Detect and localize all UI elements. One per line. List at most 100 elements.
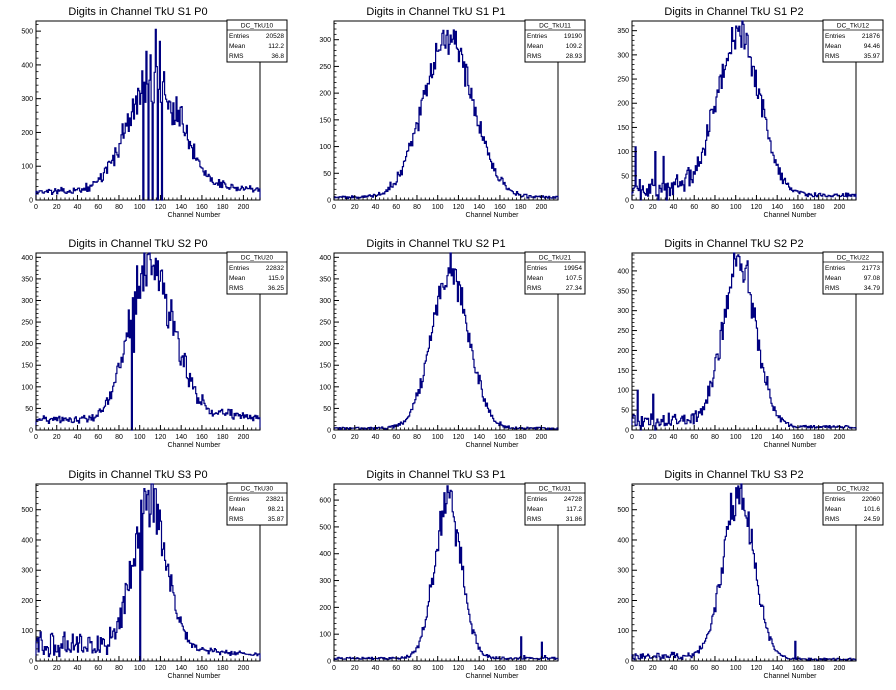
chart-title: Digits in Channel TkU S3 P1 — [366, 469, 505, 481]
x-tick-label: 160 — [196, 204, 208, 211]
stats-label: Entries — [527, 265, 548, 272]
y-tick-label: 400 — [617, 537, 629, 544]
x-tick-label: 200 — [834, 434, 846, 441]
stats-box — [822, 251, 884, 295]
y-tick-label: 250 — [617, 77, 629, 84]
stats-label: Entries — [229, 265, 250, 272]
x-tick-label: 120 — [155, 665, 167, 672]
stats-name: DC_TkU30 — [241, 486, 274, 493]
x-tick-label: 160 — [494, 434, 506, 441]
stats-label: RMS — [527, 516, 542, 523]
y-tick-label: 200 — [617, 598, 629, 605]
x-axis-label: Channel Number — [764, 442, 818, 449]
x-tick-label: 180 — [515, 665, 527, 672]
y-tick-label: 0 — [327, 659, 331, 666]
x-tick-label: 160 — [792, 434, 804, 441]
stats-box — [226, 19, 288, 63]
x-tick-label: 0 — [34, 434, 38, 441]
stats-label: Mean — [825, 506, 842, 513]
x-tick-label: 160 — [494, 204, 506, 211]
x-tick-label: 120 — [453, 665, 465, 672]
histogram-line — [333, 252, 559, 430]
x-tick-label: 60 — [392, 665, 400, 672]
y-tick-label: 300 — [319, 578, 331, 585]
x-tick-label: 100 — [730, 665, 742, 672]
stats-label: RMS — [229, 53, 244, 60]
x-tick-label: 60 — [690, 434, 698, 441]
y-tick-label: 300 — [21, 298, 33, 305]
x-tick-label: 40 — [372, 204, 380, 211]
stats-value: 35.97 — [864, 53, 881, 60]
y-tick-label: 300 — [617, 308, 629, 315]
y-tick-label: 50 — [621, 408, 629, 415]
y-tick-label: 300 — [319, 298, 331, 305]
histogram-panel: Digits in Channel TkU S3 P1 0 20 40 60 80 100 1… — [319, 469, 586, 680]
stats-name: DC_TkU32 — [837, 486, 870, 493]
y-tick-label: 500 — [617, 507, 629, 514]
x-tick-label: 0 — [332, 204, 336, 211]
stats-value: 21773 — [862, 265, 880, 272]
stats-value: 36.8 — [271, 53, 284, 60]
x-axis-label: Channel Number — [168, 212, 222, 219]
y-tick-label: 300 — [21, 96, 33, 103]
x-tick-label: 100 — [432, 665, 444, 672]
stats-name: DC_TkU22 — [837, 255, 870, 262]
x-tick-label: 200 — [536, 204, 548, 211]
stats-box — [822, 482, 884, 526]
x-tick-label: 180 — [217, 665, 229, 672]
y-tick-label: 200 — [617, 348, 629, 355]
x-tick-label: 120 — [155, 204, 167, 211]
histogram-line — [35, 252, 261, 431]
y-tick-label: 350 — [21, 276, 33, 283]
x-tick-label: 120 — [751, 434, 763, 441]
x-tick-label: 120 — [155, 434, 167, 441]
chart-title: Digits in Channel TkU S1 P0 — [68, 6, 207, 18]
x-axis-label: Channel Number — [466, 673, 520, 680]
x-tick-label: 0 — [332, 665, 336, 672]
stats-label: RMS — [527, 53, 542, 60]
stats-value: 101.6 — [864, 506, 881, 513]
x-tick-label: 180 — [515, 204, 527, 211]
stats-box — [524, 19, 586, 63]
x-tick-label: 180 — [217, 204, 229, 211]
x-tick-label: 60 — [690, 204, 698, 211]
stats-value: 27.34 — [566, 285, 583, 292]
y-tick-label: 350 — [617, 28, 629, 35]
x-tick-label: 20 — [649, 204, 657, 211]
x-tick-label: 160 — [196, 434, 208, 441]
x-tick-label: 0 — [630, 665, 634, 672]
x-tick-label: 140 — [473, 434, 485, 441]
x-tick-label: 80 — [413, 204, 421, 211]
histogram-panel: Digits in Channel TkU S3 P0 0 20 40 60 80 100 1… — [21, 469, 288, 680]
x-tick-label: 80 — [115, 204, 123, 211]
y-tick-label: 0 — [29, 659, 33, 666]
y-tick-label: 100 — [617, 388, 629, 395]
stats-value: 117.2 — [566, 506, 582, 513]
y-tick-label: 350 — [617, 288, 629, 295]
y-tick-label: 300 — [617, 52, 629, 59]
y-tick-label: 0 — [625, 659, 629, 666]
y-tick-label: 500 — [319, 524, 331, 531]
x-tick-label: 100 — [134, 204, 146, 211]
x-tick-label: 180 — [813, 665, 825, 672]
stats-value: 109.2 — [566, 43, 583, 50]
x-tick-label: 0 — [630, 434, 634, 441]
x-tick-label: 100 — [134, 665, 146, 672]
stats-label: Entries — [825, 496, 846, 503]
histogram-panel: Digits in Channel TkU S1 P1 0 20 40 60 80 100 1… — [319, 6, 586, 219]
y-tick-label: 100 — [319, 144, 331, 151]
y-tick-label: 400 — [21, 537, 33, 544]
y-tick-label: 350 — [319, 276, 331, 283]
stats-name: DC_TkU31 — [539, 486, 572, 493]
x-axis-label: Channel Number — [764, 212, 818, 219]
histogram-panel: Digits in Channel TkU S2 P2 0 20 40 60 80 100 1… — [617, 238, 884, 449]
x-tick-label: 0 — [630, 204, 634, 211]
x-tick-label: 20 — [53, 204, 61, 211]
stats-box — [524, 482, 586, 526]
x-tick-label: 20 — [351, 204, 359, 211]
x-tick-label: 180 — [515, 434, 527, 441]
x-tick-label: 60 — [690, 665, 698, 672]
x-tick-label: 80 — [115, 434, 123, 441]
x-tick-label: 140 — [771, 204, 783, 211]
stats-value: 115.9 — [268, 275, 284, 282]
